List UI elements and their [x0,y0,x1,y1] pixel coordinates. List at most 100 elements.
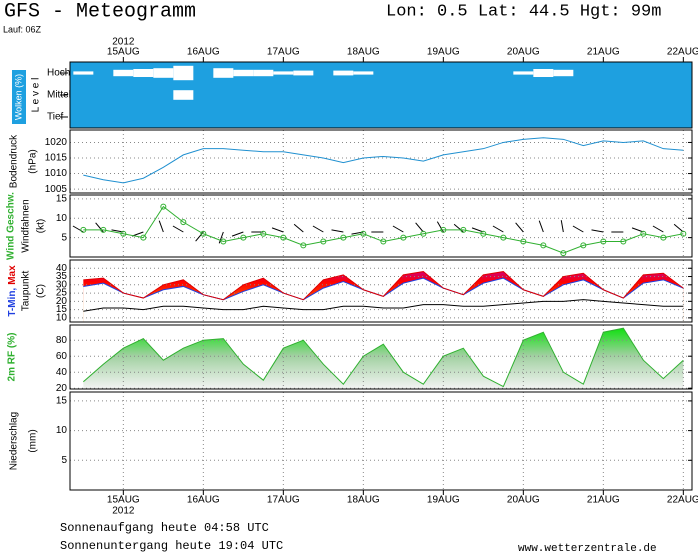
wind-barb [673,223,684,233]
panel-label: (kt) [36,219,47,233]
wind-point [260,230,267,237]
x-tick-label: 20AUG [507,47,540,58]
wind-point [400,234,407,241]
wind-point [220,238,227,245]
y-tick-label: 10 [56,213,68,224]
wind-point [300,242,307,249]
cloud-block [533,69,554,77]
x-tick-label: 18AUG [347,47,380,58]
source: www.wetterzentrale.de [518,543,657,553]
y-tick-label: 5 [61,232,67,243]
panel-frame [69,194,693,258]
y-tick-label: 20 [56,383,68,394]
wind-barb [453,223,464,233]
panel-label: Windfahnen [21,199,32,252]
panel-background [70,392,692,490]
wind-barb [515,222,524,233]
wind-point [580,242,587,249]
wind-barb [652,225,664,233]
y-tick-label: 15 [56,304,68,315]
wind-point [560,250,567,257]
wind-barb [415,222,424,233]
wind-point [80,226,87,233]
cloud-block [553,69,574,77]
y-tick-label: 25 [56,288,68,299]
pressure-line [83,137,684,184]
sunset: Sonnenuntergang heute 19:04 UTC [60,539,283,553]
wind-point [480,230,487,237]
y-tick-label: 40 [56,367,68,378]
x-tick-label: 19AUG [427,495,460,506]
x-tick-label: 22AUG [667,495,698,506]
y-tick-label: 20 [56,296,68,307]
wind-point [160,203,167,210]
legend-label: 2m RF (%) [7,333,18,382]
wind-barb [471,227,484,233]
cloud-block [233,69,254,77]
panel-label: Bodendruck [9,134,20,188]
y-tick-label: 1005 [45,184,68,195]
humidity-fill [83,328,684,389]
legend-label: Mittel [47,90,71,101]
wind-barb [631,227,644,233]
wind-barb [538,220,544,233]
x-tick-label: 19AUG [427,47,460,58]
y-tick-label: 1010 [45,168,68,179]
x-tick-label: 16AUG [187,495,220,506]
y-tick-label: 15 [56,396,68,407]
legend-entry: Max [7,265,18,285]
y-tick-label: 40 [56,263,68,274]
legend-entry: T-Min, [7,288,18,317]
wind-point [420,230,427,237]
panel-frame [69,61,693,129]
cloud-block [253,69,274,77]
legend-label: Wind Geschw. [6,192,17,260]
wind-barb [271,227,284,233]
humidity-line [83,327,684,388]
y-tick-label: 15 [56,194,68,205]
legend-label: T-Min, Max [7,265,18,317]
wind-barb [95,222,104,233]
sunrise: Sonnenaufgang heute 04:58 UTC [60,521,269,535]
wind-point [440,226,447,233]
y-tick-label: 60 [56,351,68,362]
cloud-block [113,69,134,77]
wind-point [180,219,187,226]
wind-point [380,238,387,245]
cloud-block [173,65,194,81]
wind-point [640,230,647,237]
wind-point [320,238,327,245]
wind-point [540,242,547,249]
wind-barb [591,229,604,233]
label-box [12,70,26,124]
cloud-block [513,71,534,75]
y-tick-label: 30 [56,279,68,290]
location: Lon: 0.5 Lat: 44.5 Hgt: 99m [386,2,661,21]
panel-frame [69,324,693,390]
x-tick-label: 20AUG [507,495,540,506]
x-tick-label: 17AUG [267,47,300,58]
year: 2012 [112,37,135,48]
wind-point [360,230,367,237]
wind-point [680,230,687,237]
cloud-block [353,71,374,75]
wind-point [200,230,207,237]
y-tick-label: 1015 [45,153,68,164]
y-tick-label: 1020 [45,137,68,148]
y-tick-label: 10 [56,425,68,436]
wind-point [240,234,247,241]
legend-label: Hoch [47,68,70,79]
x-tick-label: 17AUG [267,495,300,506]
x-tick-label: 21AUG [587,47,620,58]
wind-barb [492,225,504,233]
wind-barb [560,220,564,233]
wind-barb [218,231,224,244]
title: GFS - Meteogramm [4,0,196,23]
panel-label: (C) [36,284,47,298]
wind-barb [392,225,404,233]
wind-point [620,238,627,245]
cloud-block [213,68,234,78]
panel-frame [69,391,693,491]
x-tick-label: 22AUG [667,47,698,58]
